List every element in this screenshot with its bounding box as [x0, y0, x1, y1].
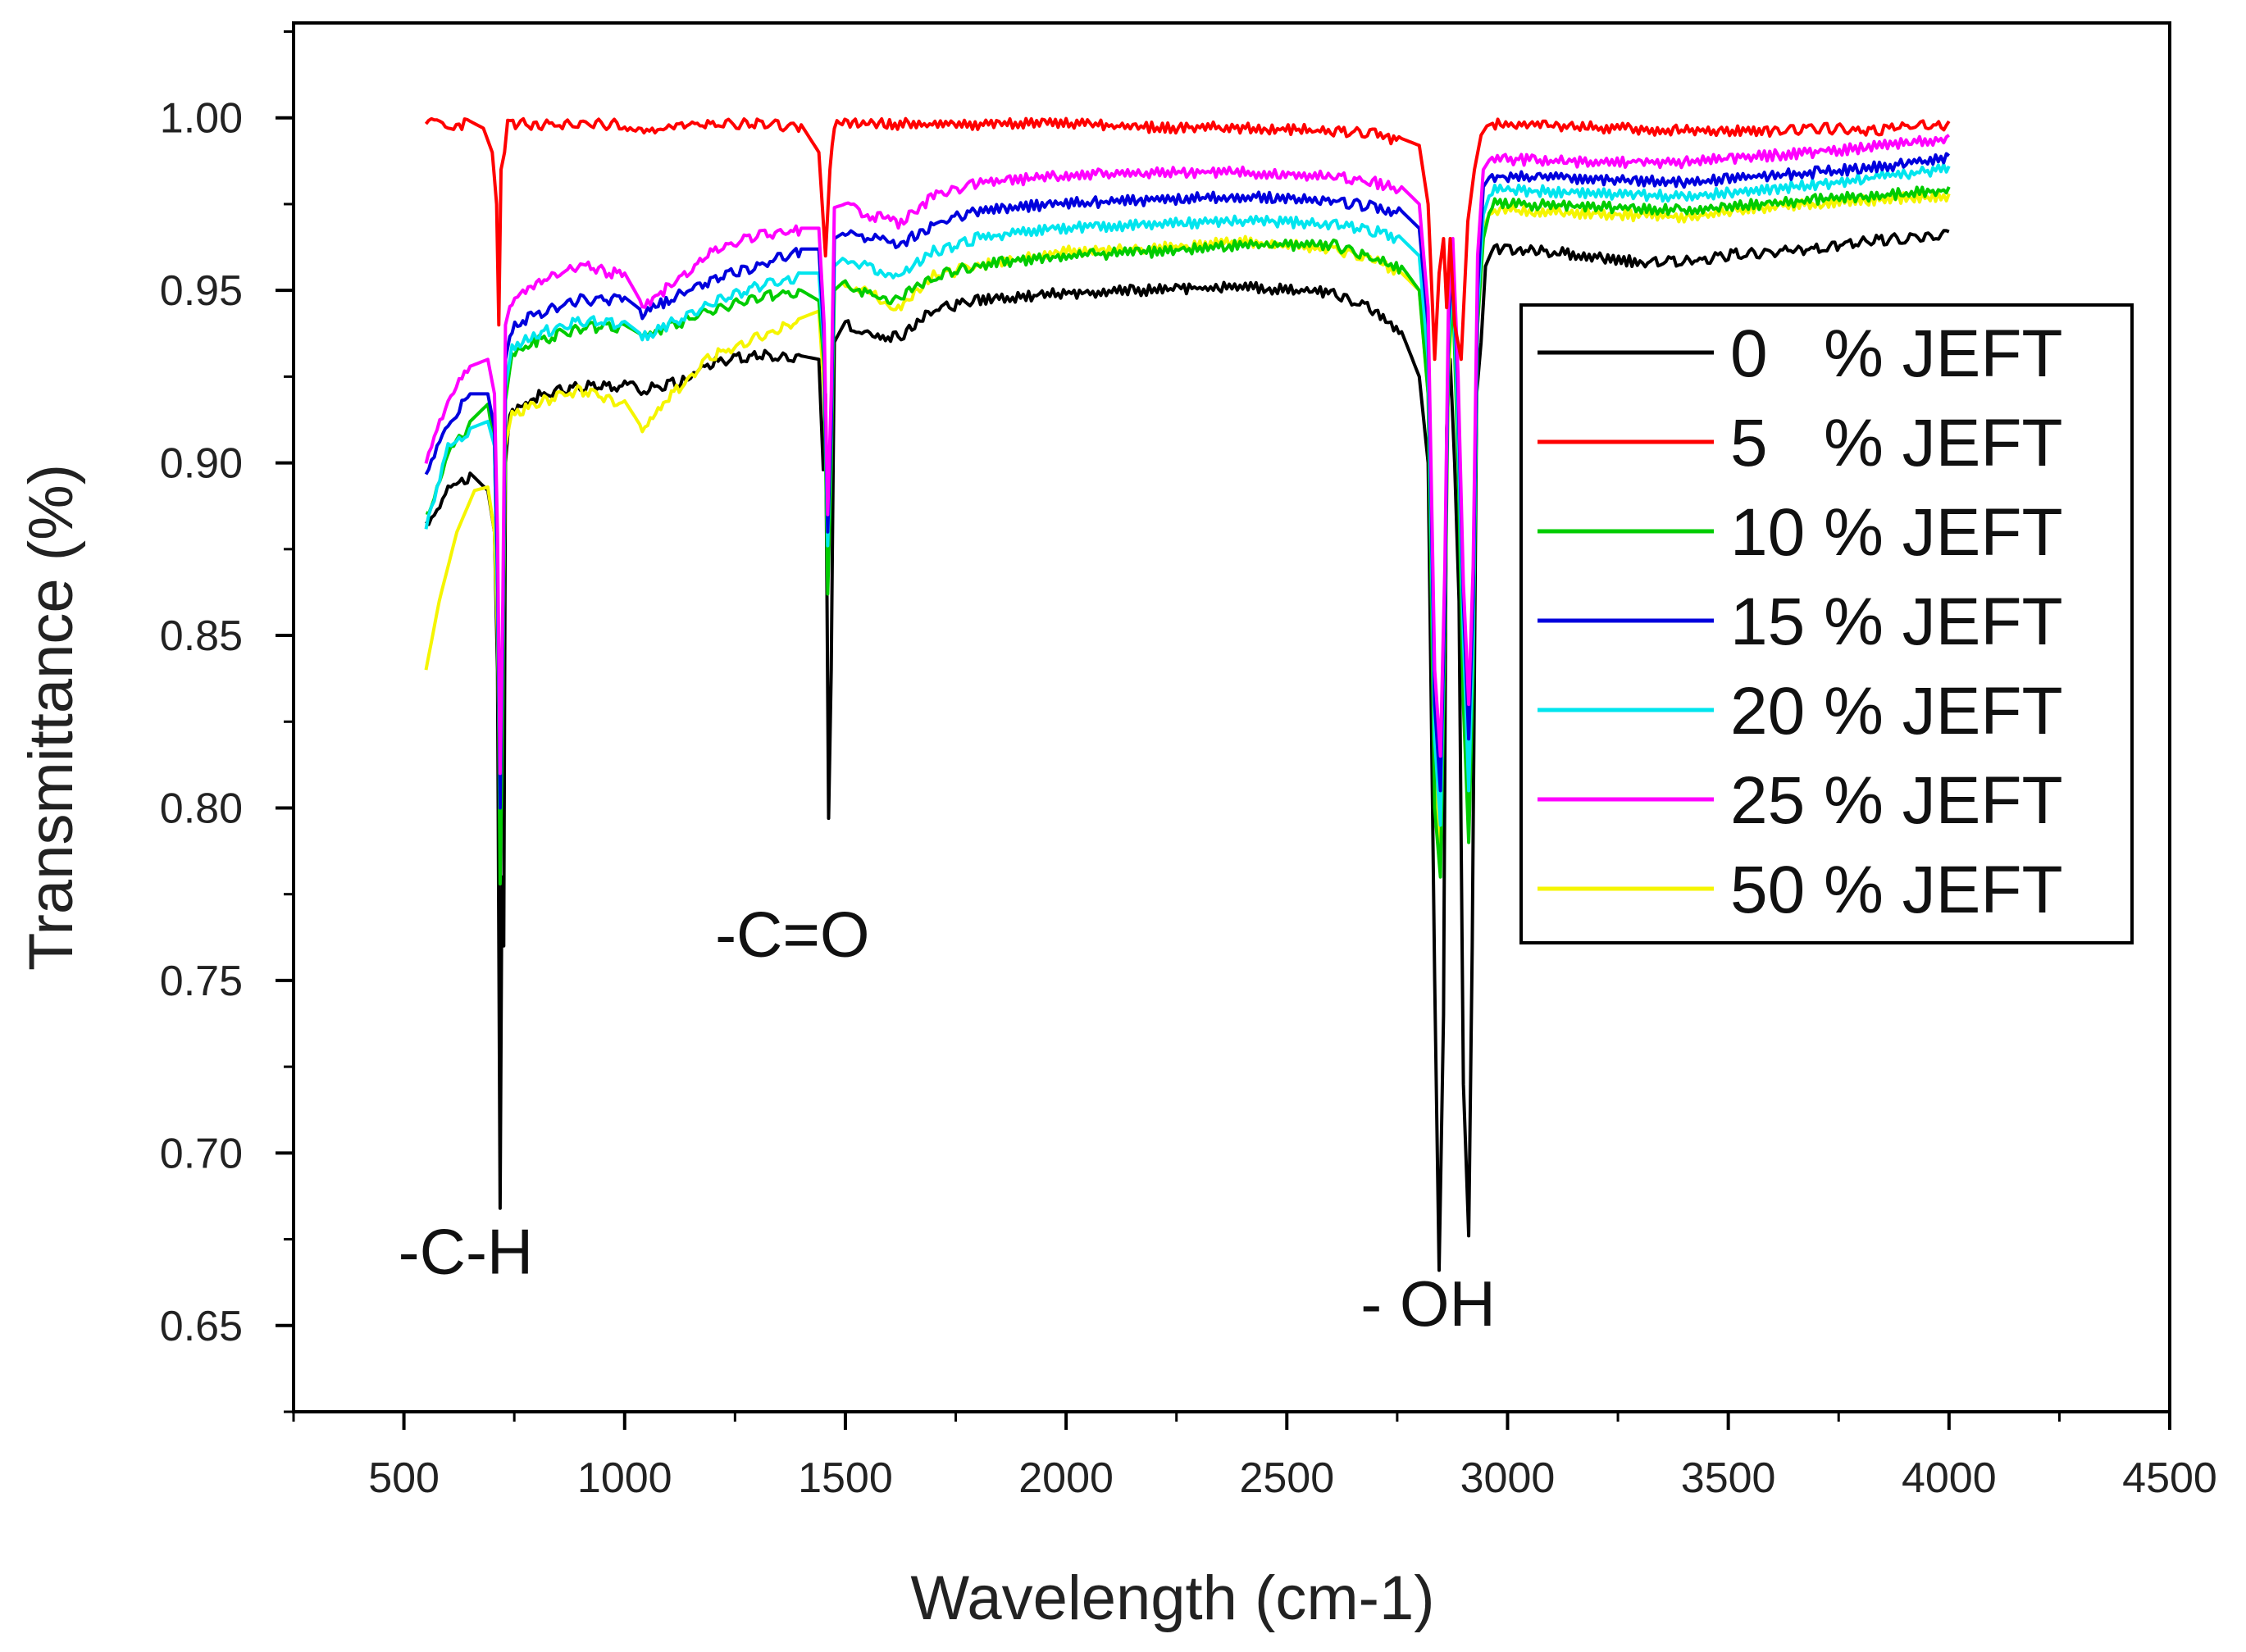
x-tick-label-4000: 4000: [1902, 1454, 1997, 1502]
legend-label-4: 20 % JEFT: [1730, 674, 2063, 749]
legend-label-1: 5 % JEFT: [1730, 406, 2063, 480]
y-tick-label-0.9: 0.90: [160, 440, 243, 488]
x-tick-label-2000: 2000: [1018, 1454, 1114, 1502]
x-tick-label-3500: 3500: [1681, 1454, 1776, 1502]
legend-label-0: 0 % JEFT: [1730, 316, 2063, 391]
y-tick-label-1: 1.00: [160, 95, 243, 143]
annotation-2: - OH: [1360, 1267, 1496, 1340]
series-line-1: [424, 116, 1951, 362]
legend-label-5: 25 % JEFT: [1730, 763, 2063, 838]
series-layer: [424, 116, 1951, 1272]
legend: 0 % JEFT 5 % JEFT 10 % JEFT 15 % JEFT 20 % J…: [1519, 303, 2134, 944]
y-tick-label-0.7: 0.70: [160, 1130, 243, 1177]
legend-box: [1519, 303, 2134, 944]
annotation-0: -C-H: [399, 1216, 534, 1288]
x-tick-label-1500: 1500: [798, 1454, 893, 1502]
x-tick-label-500: 500: [368, 1454, 440, 1502]
legend-label-2: 10 % JEFT: [1730, 495, 2063, 570]
tick-layer: 500 1000 1500 2000 2500 3000 3500 4000 4500 0.65 0…: [160, 30, 2217, 1502]
series-line-4: [424, 162, 1951, 827]
series-line-2: [425, 185, 1951, 886]
series-line-5: [424, 134, 1950, 776]
legend-label-6: 50 % JEFT: [1730, 853, 2063, 927]
y-tick-label-0.95: 0.95: [160, 267, 243, 315]
annotation-layer: -C-H -C=O - OH: [399, 898, 1496, 1339]
x-tick-label-3000: 3000: [1460, 1454, 1556, 1502]
legend-label-3: 15 % JEFT: [1730, 585, 2063, 659]
y-axis-title: Transmittance (%): [16, 464, 86, 971]
y-tick-label-0.85: 0.85: [160, 612, 243, 660]
x-axis-title: Wavelength (cm-1): [910, 1563, 1434, 1633]
plot-frame: [292, 21, 2171, 1413]
x-tick-label-4500: 4500: [2122, 1454, 2217, 1502]
y-tick-label-0.65: 0.65: [160, 1303, 243, 1350]
annotation-1: -C=O: [715, 898, 870, 970]
x-tick-label-1000: 1000: [577, 1454, 672, 1502]
legend-entries: 0 % JEFT 5 % JEFT 10 % JEFT 15 % JEFT 20 % J…: [1538, 316, 2063, 927]
y-tick-label-0.75: 0.75: [160, 958, 243, 1005]
x-tick-label-2500: 2500: [1239, 1454, 1334, 1502]
series-line-3: [424, 152, 1951, 810]
y-tick-label-0.8: 0.80: [160, 785, 243, 832]
